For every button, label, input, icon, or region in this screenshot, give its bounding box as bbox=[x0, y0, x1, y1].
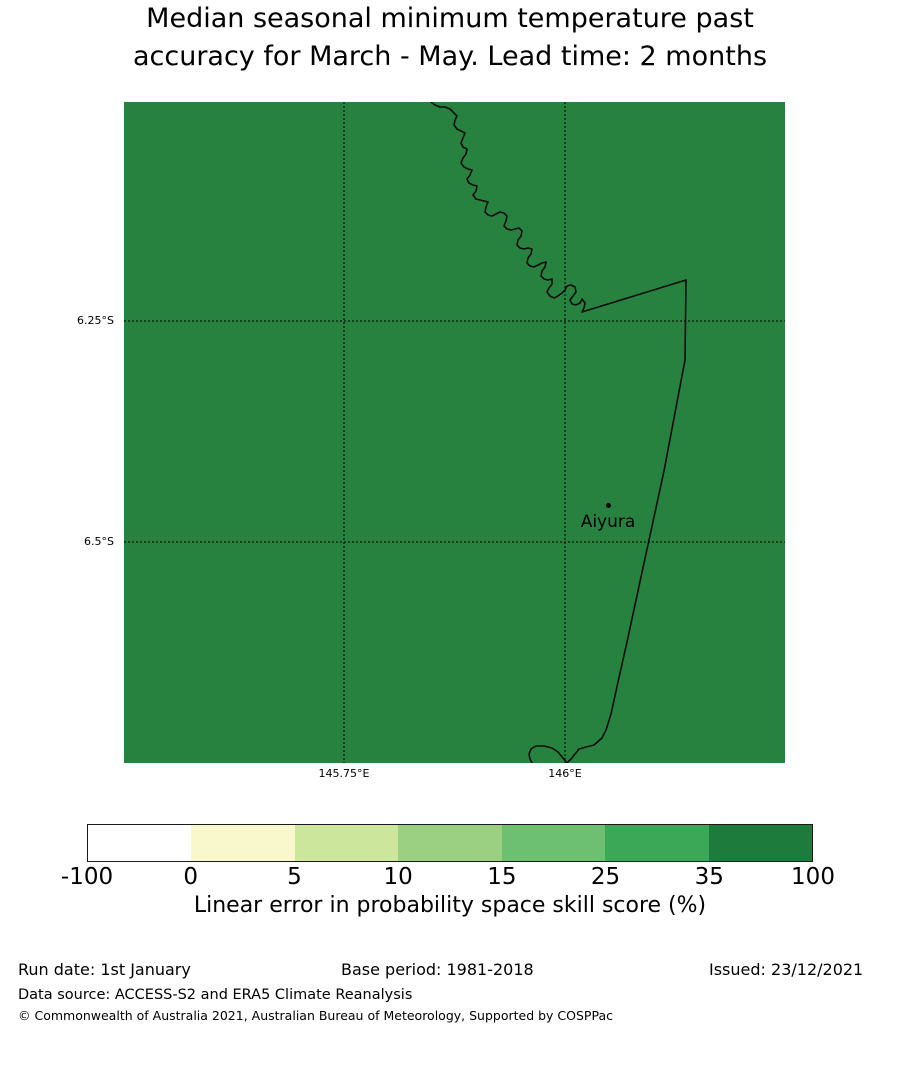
map-vector-layer bbox=[124, 102, 785, 763]
colorbar-segment-1 bbox=[191, 825, 295, 861]
title-line-1: Median seasonal minimum temperature past bbox=[146, 3, 754, 34]
boundary-main-path bbox=[430, 102, 687, 763]
colorbar-segment-2 bbox=[294, 825, 399, 861]
colorbar-tick-5: 25 bbox=[590, 864, 621, 890]
footer-base-period: Base period: 1981-2018 bbox=[341, 960, 534, 979]
city-label: Aiyura bbox=[580, 512, 636, 532]
colorbar-segment-0 bbox=[88, 825, 192, 861]
colorbar-tick-1: 0 bbox=[183, 864, 199, 890]
colorbar-segment-4 bbox=[501, 825, 606, 861]
colorbar-gradient-strip bbox=[87, 824, 813, 862]
colorbar-tick-4: 15 bbox=[487, 864, 517, 890]
colorbar-segment-5 bbox=[605, 825, 709, 861]
footer-issued-date: Issued: 23/12/2021 bbox=[709, 960, 864, 979]
colorbar-title: Linear error in probability space skill … bbox=[193, 893, 707, 918]
colorbar-tick-0: -100 bbox=[60, 864, 114, 890]
footer: Run date: 1st January Base period: 1981-… bbox=[0, 960, 900, 1023]
title-line-2: accuracy for March - May. Lead time: 2 m… bbox=[132, 41, 768, 72]
footer-metadata-row: Run date: 1st January Base period: 1981-… bbox=[0, 960, 900, 986]
map-plot-area: Aiyura bbox=[124, 102, 785, 763]
colorbar-segment-6 bbox=[708, 825, 812, 861]
boundary-hook-path bbox=[528, 745, 568, 763]
lat-tick-label-6-25: 6.25°S bbox=[77, 314, 114, 327]
colorbar-tick-6: 35 bbox=[694, 864, 724, 890]
map-gridlines bbox=[124, 102, 785, 763]
colorbar-segment-3 bbox=[398, 825, 502, 861]
lon-tick-label-145-75: 145.75°E bbox=[318, 767, 370, 780]
district-boundary bbox=[430, 102, 687, 763]
colorbar-tick-7: 100 bbox=[791, 864, 835, 890]
footer-run-date: Run date: 1st January bbox=[18, 960, 191, 979]
footer-copyright: © Commonwealth of Australia 2021, Austra… bbox=[18, 1008, 613, 1023]
colorbar-tick-2: 5 bbox=[287, 864, 302, 890]
lon-tick-label-146: 146°E bbox=[548, 767, 582, 780]
city-dot-icon bbox=[605, 502, 611, 508]
colorbar: -100 0 5 10 15 25 35 100 bbox=[61, 824, 835, 890]
lat-tick-label-6-5: 6.5°S bbox=[84, 535, 114, 548]
page-title: Median seasonal minimum temperature past… bbox=[0, 0, 900, 76]
colorbar-tick-3: 10 bbox=[383, 864, 413, 890]
colorbar-tick-labels: -100 0 5 10 15 25 35 100 bbox=[61, 862, 835, 892]
footer-data-source: Data source: ACCESS-S2 and ERA5 Climate … bbox=[18, 987, 413, 1003]
